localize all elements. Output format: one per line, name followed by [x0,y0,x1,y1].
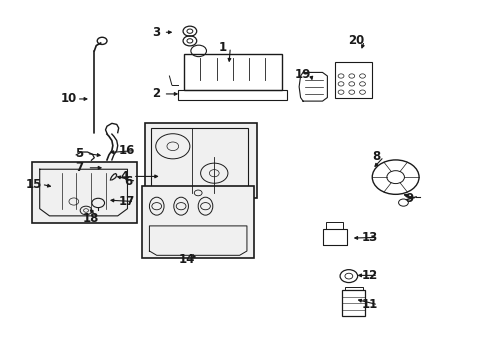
Text: 15: 15 [25,178,42,191]
Text: 6: 6 [124,175,132,188]
Text: 5: 5 [75,147,82,160]
Bar [32,162,137,223]
Bar [322,229,346,244]
Text: 1: 1 [218,41,226,54]
Text: 20: 20 [348,34,364,48]
Text: 17: 17 [118,195,134,208]
Text: 18: 18 [82,212,99,225]
Bar [341,291,365,316]
Text: 19: 19 [294,68,310,81]
Bar [144,123,256,198]
Text: 16: 16 [118,144,134,157]
Text: 12: 12 [362,269,378,282]
Text: 10: 10 [61,93,77,105]
Text: 13: 13 [362,231,378,244]
Bar [334,62,371,98]
Bar [178,90,287,100]
Bar [183,54,281,90]
Bar [142,186,254,258]
Text: 8: 8 [371,150,380,163]
Bar [326,222,342,229]
Text: 2: 2 [151,87,160,100]
Text: 14: 14 [179,253,195,266]
Text: 3: 3 [151,26,160,39]
Text: 11: 11 [362,298,378,311]
Text: 9: 9 [405,192,412,205]
Bar [151,129,248,193]
Bar [344,287,362,291]
Text: 7: 7 [76,161,83,174]
Text: 4: 4 [121,170,129,183]
